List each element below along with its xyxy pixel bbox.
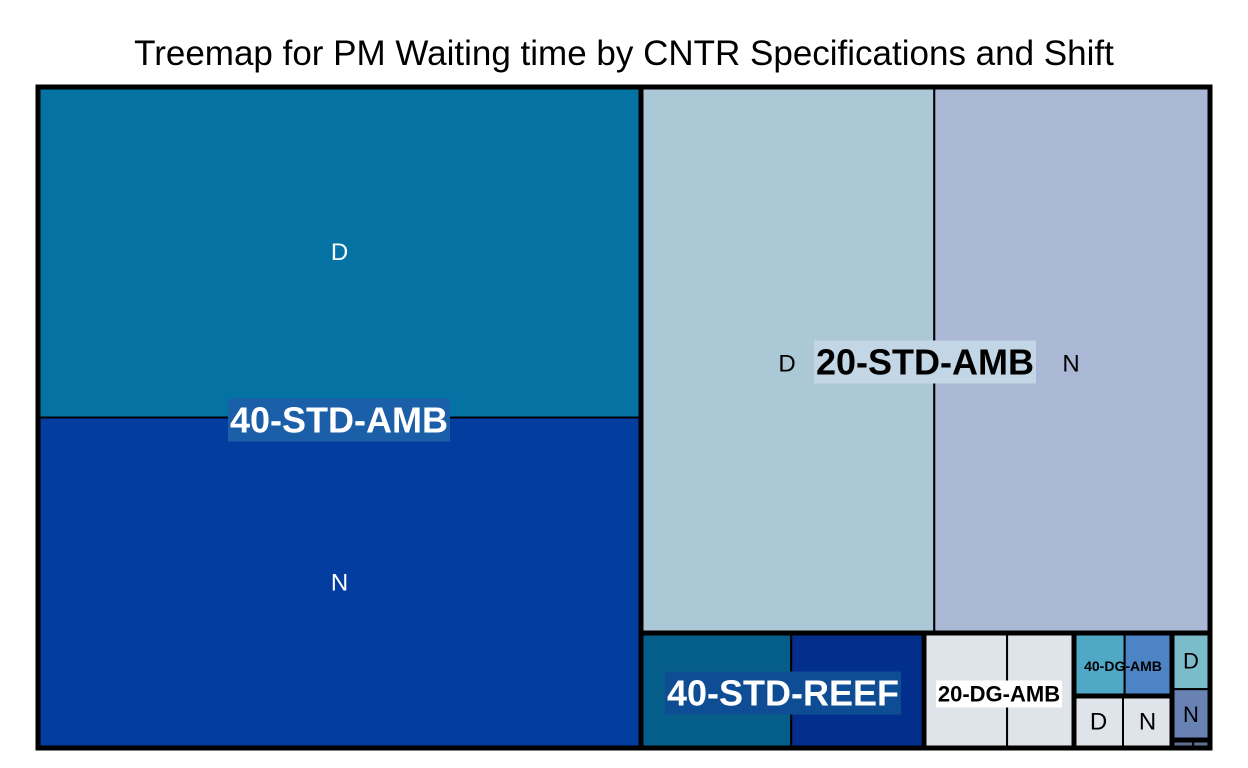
tile-label-group-7-d: D — [1183, 649, 1199, 674]
tile-label-group-6-n: N — [1139, 709, 1156, 736]
group-label-text: 40-DG-AMB — [1084, 658, 1162, 674]
group-label-background — [813, 340, 1037, 384]
group-label-40-std-amb: 40-STD-AMB — [227, 398, 451, 442]
tile-label-group-6-d: D — [1090, 709, 1107, 736]
group-label-40-std-reef: 40-STD-REEF — [664, 671, 902, 715]
chart-title: Treemap for PM Waiting time by CNTR Spec… — [134, 34, 1114, 73]
treemap-group-group-7: DN — [1169, 630, 1213, 743]
group-label-text: 40-STD-REEF — [667, 673, 899, 714]
group-label-background — [664, 671, 902, 715]
tile-label-20-std-amb-n: N — [1062, 351, 1079, 378]
treemap-frame — [35, 84, 1213, 751]
tile-label-40-std-amb-n: N — [331, 569, 348, 596]
group-label-background — [935, 680, 1063, 708]
tile-label-20-std-amb-d: D — [778, 351, 795, 378]
group-label-20-std-amb: 20-STD-AMB — [813, 340, 1037, 384]
group-label-text: 20-DG-AMB — [938, 682, 1060, 707]
group-label-text: 40-STD-AMB — [230, 400, 448, 441]
tile-label-40-std-amb-d: D — [331, 239, 348, 266]
group-label-40-dg-amb: 40-DG-AMB — [1084, 658, 1162, 674]
group-label-text: 20-STD-AMB — [816, 342, 1034, 383]
group-label-background — [227, 398, 451, 442]
treemap-tile-40-std-amb-d — [37, 86, 642, 419]
group-label-20-dg-amb: 20-DG-AMB — [935, 680, 1063, 708]
tile-label-group-7-n: N — [1183, 702, 1199, 727]
